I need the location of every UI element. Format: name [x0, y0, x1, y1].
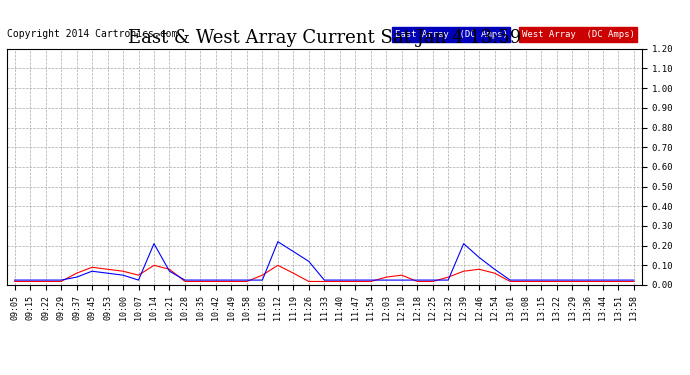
- Text: East Array  (DC Amps): East Array (DC Amps): [395, 30, 508, 39]
- Text: Copyright 2014 Cartronics.com: Copyright 2014 Cartronics.com: [7, 29, 177, 39]
- Title: East & West Array Current Sat Jan 4 13:59: East & West Array Current Sat Jan 4 13:5…: [128, 29, 521, 47]
- Text: West Array  (DC Amps): West Array (DC Amps): [522, 30, 635, 39]
